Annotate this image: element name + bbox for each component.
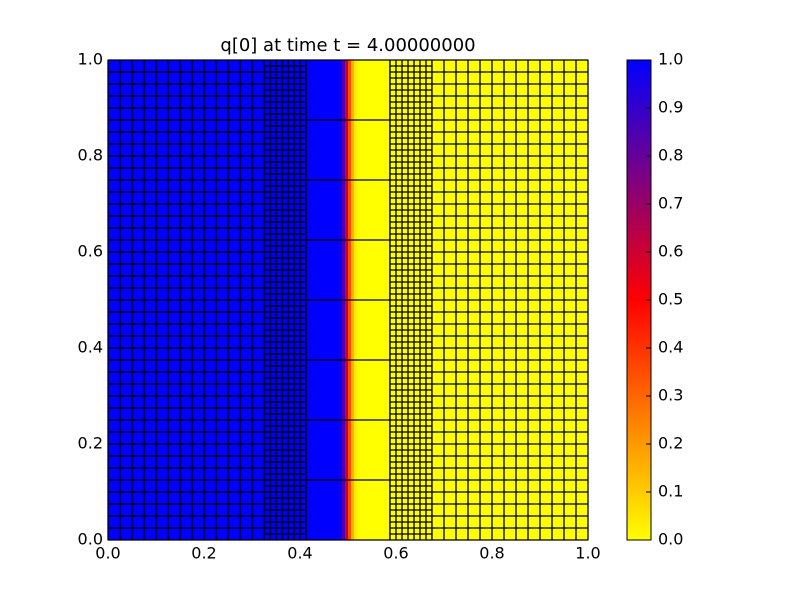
- x-tick-label: 0.6: [383, 544, 408, 563]
- colorbar-tick-label: 0.9: [658, 98, 683, 117]
- y-tick-label: 0.6: [78, 242, 103, 261]
- x-tick-label: 0.8: [479, 544, 504, 563]
- x-tick-label: 0.2: [191, 544, 216, 563]
- mesh: [107, 59, 589, 541]
- chart-title: q[0] at time t = 4.00000000: [220, 35, 475, 56]
- colorbar-tick-label: 0.3: [658, 386, 683, 405]
- x-tick-label: 0.0: [95, 544, 120, 563]
- y-tick-label: 1.0: [78, 50, 103, 69]
- colorbar-tick-label: 0.8: [658, 146, 683, 165]
- colorbar-tick-label: 0.5: [658, 290, 683, 309]
- y-tick-label: 0.2: [78, 434, 103, 453]
- colorbar-tick-label: 0.7: [658, 194, 683, 213]
- colorbar-tick-label: 0.4: [658, 338, 683, 357]
- colorbar-tick-label: 0.2: [658, 434, 683, 453]
- x-tick-label: 0.4: [287, 544, 312, 563]
- y-tick-label: 0.4: [78, 338, 103, 357]
- colorbar-tick-label: 1.0: [658, 50, 683, 69]
- colorbar-tick-label: 0.6: [658, 242, 683, 261]
- y-tick-label: 0.0: [78, 530, 103, 549]
- y-tick-label: 0.8: [78, 146, 103, 165]
- axes-frame: [107, 59, 589, 541]
- colorbar-tick-label: 0.0: [658, 530, 683, 549]
- colorbar-tick-label: 0.1: [658, 482, 683, 501]
- x-tick-label: 1.0: [575, 544, 600, 563]
